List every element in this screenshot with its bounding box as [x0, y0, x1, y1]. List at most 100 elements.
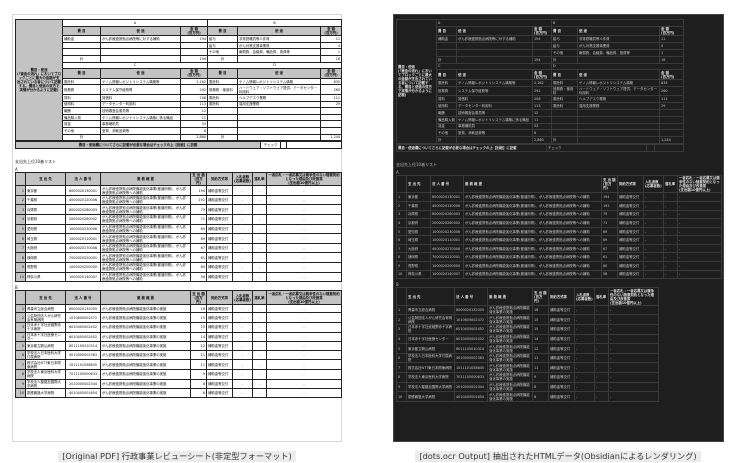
expense-item	[551, 122, 579, 131]
header-amount: 金 額 (百万円)	[320, 25, 343, 37]
column-header: 一者応札・一者応募又は競争性のない随意契約となった理由及び改善策 (支出額10億…	[677, 174, 722, 194]
top10-list-table: 支 出 先法 人 番 号業 務 概 要支 出 額 (百万円) 契約方式等 入札者数 …	[396, 174, 722, 280]
corporate-number: 7000020220001	[430, 252, 464, 263]
expense-amount: 53	[531, 122, 553, 131]
business-summary: がん診療連携拠点病院機能強化事業の実施	[100, 322, 191, 333]
table-row: その他 報償費、会議費、備品費、旅費等 1	[16, 48, 343, 56]
expense-use: ゲノム情報レポジトリシステム構築に係る備品	[456, 115, 533, 124]
contract-method: 補助金等交付	[548, 304, 575, 316]
payee-name: 京都府	[406, 218, 431, 228]
table-row: 補助金 がん診療連携拠点病院等に対する補助 194 給与 非常勤職員等人件費 11	[16, 35, 343, 43]
table-row: 費 目使 途金 額 (百万円) 費 目使 途金 額 (百万円)	[16, 25, 343, 37]
table-row: 賃料 賃借料 208 委託料 ヘルプデスク業務 111	[397, 95, 685, 104]
expense-use: ハードウェア・ソフトウェア提供、データセンター利用料	[577, 85, 661, 97]
total-label: 計	[207, 54, 239, 63]
contract-method: 補助金等交付	[548, 381, 575, 393]
corporate-number: 8000020280003	[430, 209, 464, 220]
block-label: A	[61, 19, 209, 27]
expense-use: ハードウェア・ソフトウェア提供、データセンター利用料	[237, 84, 322, 95]
contract-method: 補助金等交付	[548, 372, 575, 383]
total-amount: 2,860	[531, 136, 553, 144]
table-row: 1 東京都 8000020130001 がん診療連携拠点病院機能強化事業(都道府県)、…	[15, 185, 342, 196]
business-summary: がん診療連携拠点病院機能強化事業(都道府県)、がん診療連携拠点病院等への補助	[463, 226, 602, 237]
payment-amount: 194	[190, 185, 207, 196]
corporate-number: 4010405001654	[65, 388, 101, 398]
bidder-count: -	[574, 314, 595, 326]
winning-rate: -	[252, 185, 267, 196]
winning-rate: -	[663, 252, 678, 263]
table-row: 10 神奈川県 1000020140007 がん診療連携拠点病院機能強化事業(都道府県…	[396, 269, 722, 280]
table-row: 計 194 計 16	[16, 54, 343, 63]
single-bid-reason: -	[608, 352, 659, 364]
table-row: 賃金 事務補助員 53	[16, 120, 343, 128]
bidder-count: -	[232, 341, 253, 351]
expense-item: 役務費	[436, 85, 457, 97]
payment-amount: 11	[532, 352, 549, 364]
business-summary: がん診療連携拠点病院機能強化事業の実施	[487, 343, 533, 354]
contract-method: 補助金等交付	[206, 233, 233, 244]
single-bid-reason: -	[266, 359, 342, 370]
header-item: 費 目	[207, 68, 239, 79]
single-bid-reason: -	[266, 331, 342, 343]
column-header: 契約方式等	[548, 287, 575, 306]
expense-use: 賃借料	[100, 93, 181, 102]
header-item: 費 目	[436, 69, 457, 80]
contract-method: 補助金等交付	[206, 349, 233, 361]
check-note-field	[654, 143, 684, 152]
column-header	[15, 290, 26, 305]
footer-row: 費目・使途欄についてさらに記載が必要な場合はチェックの上【別紙】に記載 チェック	[15, 141, 342, 149]
rank: 1	[15, 185, 26, 196]
header-row: 支 出 先法 人 番 号業 務 概 要支 出 額 (百万円) 契約方式等 入札者数 …	[15, 290, 342, 305]
payment-amount: 58	[190, 271, 207, 283]
rank: 6	[396, 235, 407, 245]
contract-method: 補助金等交付	[548, 314, 575, 326]
winning-rate: -	[663, 269, 678, 280]
business-summary: がん診療連携拠点病院機能強化事業(都道府県)、がん診療連携拠点病院等への補助	[100, 242, 191, 254]
bidder-count: -	[232, 349, 253, 361]
expense-use: 賃借料	[456, 95, 533, 104]
bidder-count: -	[232, 312, 253, 323]
expense-item: 補助金	[436, 35, 457, 44]
expense-use: データセンター利用料	[456, 102, 533, 110]
rank: 6	[15, 233, 26, 244]
bidder-count: -	[643, 252, 664, 263]
payment-amount: 8	[190, 378, 207, 390]
winning-rate: -	[594, 314, 609, 326]
expense-item: 委託料	[551, 102, 579, 110]
expense-item: 役務費	[62, 84, 101, 95]
expense-use	[237, 120, 322, 128]
expense-amount: 53	[179, 120, 209, 128]
expense-use: ヘルプデスク業務	[577, 95, 661, 104]
table-row: 役務費 システム保守経費等 292 役務費・使用料 ハードウェア・ソフトウェア提供、デー…	[397, 85, 685, 97]
contract-method: 補助金等交付	[206, 185, 233, 196]
table-row: 8 静岡県 7000020220001 がん診療連携拠点病院機能強化事業(都道府県)、…	[396, 252, 722, 263]
bidder-count: -	[232, 194, 253, 206]
contract-method: 補助金等交付	[206, 204, 233, 216]
check-note-field	[286, 141, 342, 149]
group-label: B	[396, 282, 399, 288]
bidder-count: -	[574, 362, 595, 373]
table-row: 計 2,860 計 1,244	[16, 133, 343, 142]
footer-note: 費目・使途欄についてさらに記載が必要な場合はチェックの上【別紙】に記載	[15, 141, 261, 149]
table-row: 使用料 データセンター利用料 113 委託料 運用支援業務 29	[16, 100, 343, 109]
column-header: 支 出 先	[25, 290, 66, 305]
business-summary: がん診療連携拠点病院機能強化事業(都道府県)、がん診療連携拠点病院等への補助	[463, 200, 602, 211]
check-box[interactable]	[646, 143, 655, 152]
payment-amount: 194	[601, 192, 618, 202]
business-summary: がん診療連携拠点病院機能強化事業の実施	[487, 352, 533, 364]
expense-amount: 260	[320, 84, 343, 95]
payment-amount: 14	[532, 333, 549, 345]
bidder-count: -	[643, 243, 664, 254]
side-label: 費目・使途 (「資金の流れ」においてブロックごとに最大の金額が支出されている者に…	[15, 18, 63, 142]
single-bid-reason: -	[608, 333, 659, 345]
top10-list-table: 支 出 先法 人 番 号業 務 概 要支 出 額 (百万円) 契約方式等 入札者数 …	[396, 287, 659, 402]
rank: 4	[396, 333, 407, 345]
table-row: 費 目使 途金 額 (百万円) 費 目使 途金 額 (百万円)	[397, 69, 685, 80]
expense-amount: 208	[179, 93, 209, 102]
single-bid-reason: -	[677, 243, 722, 254]
winning-rate: -	[594, 362, 609, 373]
rank: 7	[396, 243, 407, 254]
rank: 7	[15, 242, 26, 254]
header-item: 費 目	[62, 68, 101, 79]
contract-method: 補助金等交付	[206, 303, 233, 314]
